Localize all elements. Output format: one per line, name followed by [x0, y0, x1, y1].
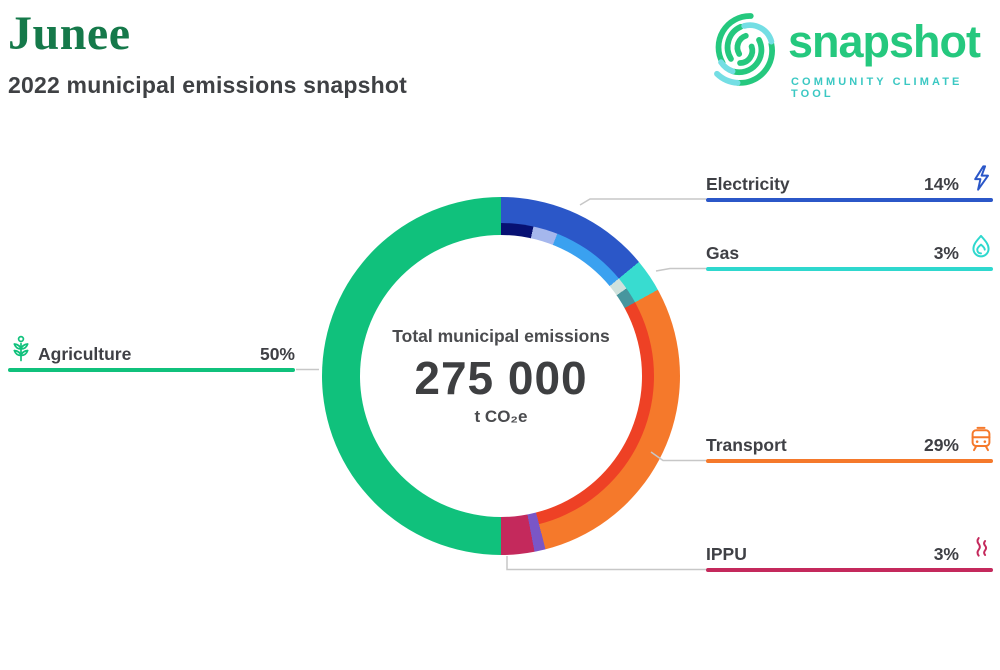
gas-value: 3%	[933, 243, 959, 263]
agriculture-color-bar	[8, 368, 295, 372]
callout-electricity: Electricity 14%	[706, 165, 993, 204]
transport-label: Transport	[706, 435, 787, 455]
transport-value: 29%	[923, 435, 959, 455]
agriculture-label: Agriculture	[38, 344, 132, 364]
ippu-value: 3%	[933, 544, 959, 564]
total-emissions-value: 275 000	[414, 351, 588, 404]
total-emissions-label: Total municipal emissions	[392, 325, 610, 346]
flame-icon	[967, 233, 995, 261]
gas-label: Gas	[706, 243, 740, 263]
transport-color-bar	[706, 459, 993, 463]
lightning-bolt-icon	[967, 164, 995, 192]
snapshot-logo-icon	[714, 13, 775, 86]
snapshot-logo-wordmark: snapshot	[788, 16, 981, 67]
ippu-color-bar	[706, 568, 993, 572]
electricity-color-bar	[706, 198, 993, 202]
electricity-value: 14%	[923, 174, 959, 194]
page-subtitle: 2022 municipal emissions snapshot	[8, 72, 408, 98]
callout-agriculture: Agriculture 50%	[8, 335, 295, 374]
agriculture-value: 50%	[259, 344, 295, 364]
donut-center: Total municipal emissions 275 000 t CO₂e	[360, 235, 642, 517]
ippu-label: IPPU	[706, 544, 747, 564]
page-title: Junee	[8, 7, 131, 60]
gas-color-bar	[706, 267, 993, 271]
callout-transport: Transport 29%	[706, 426, 993, 465]
callout-ippu: IPPU 3%	[706, 537, 993, 574]
emissions-donut-chart: Total municipal emissions 275 000 t CO₂e	[322, 197, 680, 555]
train-icon	[967, 425, 995, 453]
total-emissions-unit: t CO₂e	[474, 406, 528, 426]
electricity-label: Electricity	[706, 174, 790, 194]
callout-gas: Gas 3%	[706, 234, 993, 273]
snapshot-logo-tagline: COMMUNITY CLIMATE TOOL	[791, 76, 963, 100]
smoke-icon	[967, 534, 995, 562]
plant-icon	[8, 335, 34, 363]
